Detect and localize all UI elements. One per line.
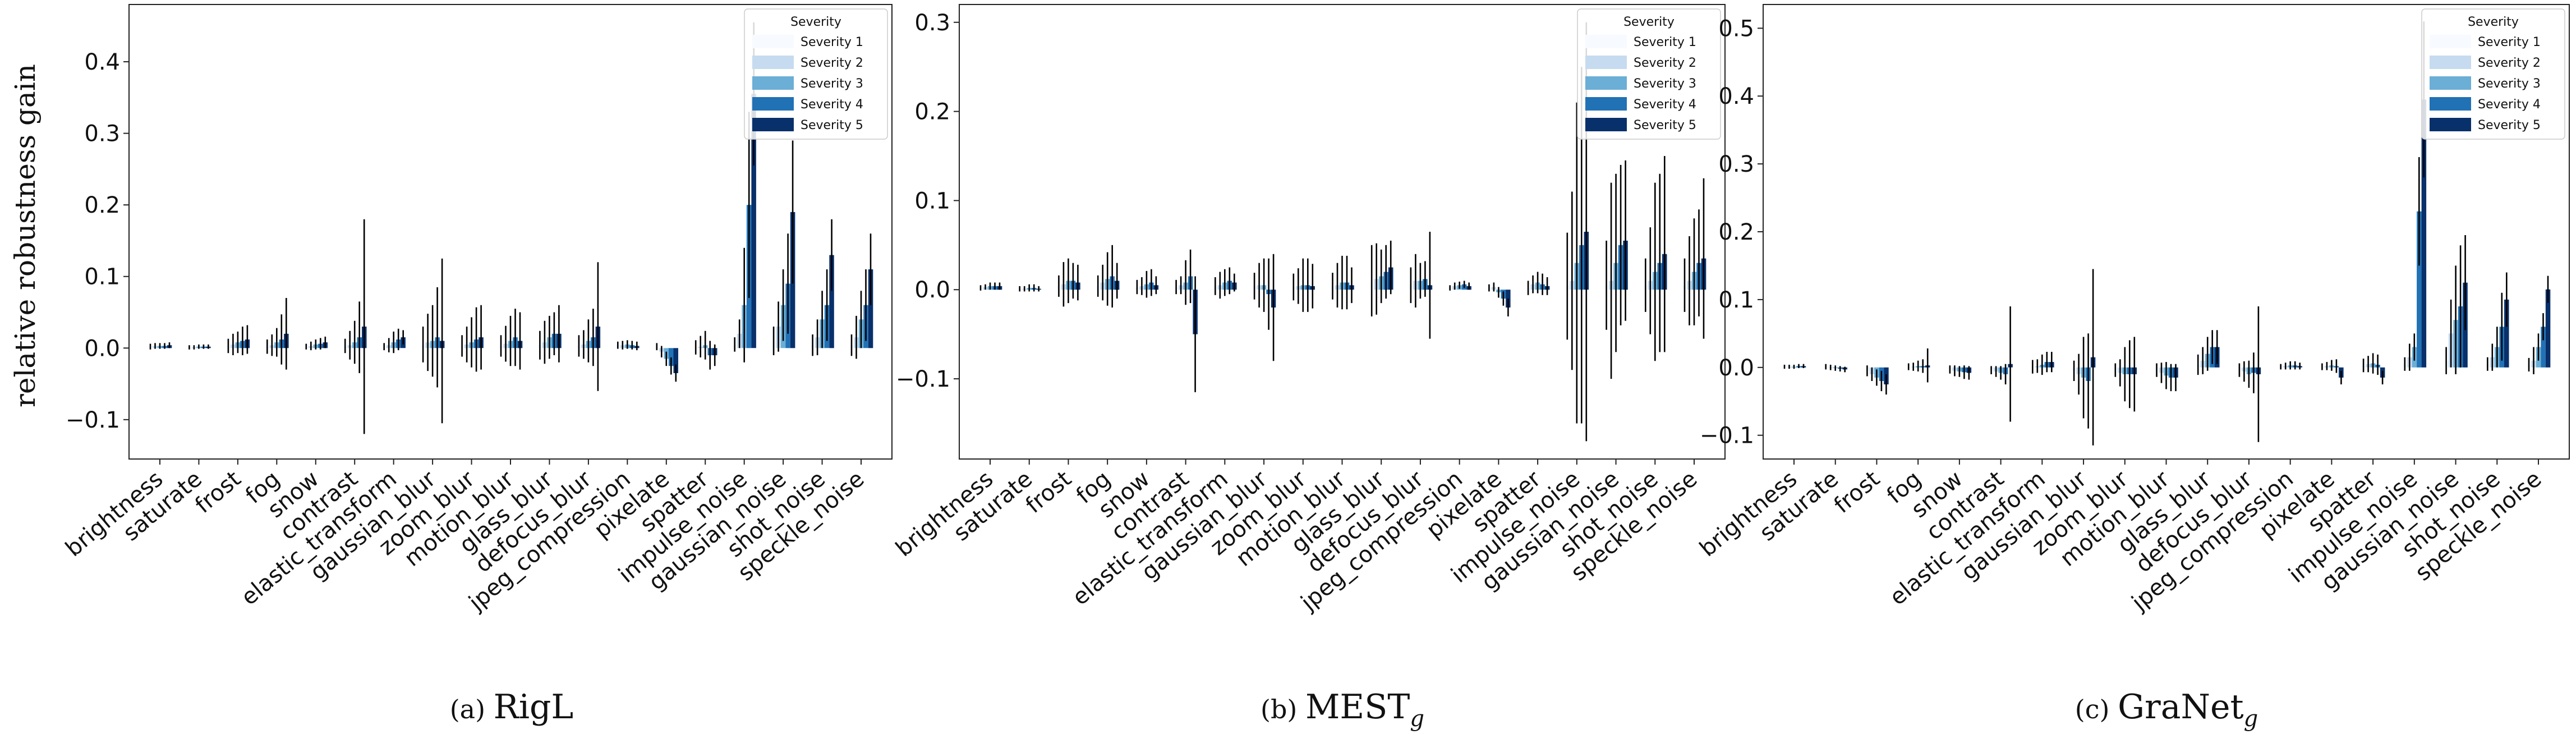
y-axis-label: relative robustness gain — [9, 64, 42, 407]
legend-swatch-severity-3 — [752, 76, 794, 90]
legend-label-severity-3: Severity 3 — [1634, 77, 1696, 91]
y-tick-label: 0.0 — [84, 336, 120, 361]
y-tick-label: 0.4 — [84, 49, 120, 75]
chart-panel-2: −0.10.00.10.20.3brightnesssaturatefrostf… — [891, 4, 1726, 732]
bar-pixelate-severity-5 — [673, 348, 678, 373]
legend-swatch-severity-4 — [1585, 97, 1627, 111]
bar-shot_noise-severity-5 — [2504, 299, 2509, 368]
bar-shot_noise-severity-5 — [829, 255, 834, 348]
y-tick-label: 0.5 — [1718, 16, 1754, 42]
legend-title: Severity — [790, 15, 841, 29]
y-tick-label: 0.3 — [1718, 152, 1754, 177]
caption-title: MEST — [1305, 687, 1410, 727]
legend: Severity Severity 1 Severity 2 Severity 3 Se… — [1577, 8, 1721, 140]
caption-prefix: (b) — [1261, 694, 1305, 724]
y-tick-label: −0.1 — [896, 366, 950, 392]
bar-speckle_noise-severity-4 — [2541, 327, 2546, 368]
legend-label-severity-1: Severity 1 — [2478, 35, 2541, 49]
panel-caption: (a) RigL — [450, 687, 574, 727]
y-tick-label: 0.3 — [914, 10, 950, 36]
caption-subscript: g — [2244, 706, 2258, 732]
bar-speckle_noise-severity-5 — [2545, 289, 2551, 368]
y-tick-label: −0.1 — [66, 407, 120, 433]
legend-swatch-severity-3 — [1585, 76, 1627, 90]
chart-panel-3: −0.10.00.10.20.30.40.5brightnesssaturate… — [1695, 4, 2570, 732]
legend-swatch-severity-2 — [1585, 56, 1627, 69]
legend-swatch-severity-5 — [752, 118, 794, 131]
legend-label-severity-3: Severity 3 — [2478, 77, 2541, 91]
legend-label-severity-5: Severity 5 — [2478, 118, 2541, 132]
bar-pixelate-severity-4 — [669, 348, 674, 366]
legend-swatch-severity-5 — [1585, 118, 1627, 131]
x-tick-label: frost — [190, 466, 246, 518]
caption-title: RigL — [494, 687, 574, 727]
legend-label-severity-2: Severity 2 — [1634, 56, 1696, 70]
y-tick-label: 0.1 — [84, 264, 120, 290]
legend-label-severity-5: Severity 5 — [801, 118, 863, 132]
bar-impulse_noise-severity-5 — [2421, 99, 2427, 368]
legend-swatch-severity-4 — [752, 97, 794, 111]
bar-speckle_noise-severity-5 — [868, 269, 873, 348]
y-tick-label: 0.0 — [1718, 355, 1754, 381]
legend-label-severity-4: Severity 4 — [801, 98, 863, 112]
y-tick-label: 0.3 — [84, 121, 120, 147]
legend-label-severity-4: Severity 4 — [1634, 98, 1696, 112]
y-tick-label: 0.1 — [914, 188, 950, 214]
y-tick-label: −0.1 — [1700, 423, 1754, 449]
legend-swatch-severity-2 — [752, 56, 794, 69]
legend-swatch-severity-1 — [2430, 35, 2471, 48]
legend-label-severity-1: Severity 1 — [801, 35, 863, 49]
bar-impulse_noise-severity-4 — [2417, 211, 2422, 368]
y-tick-label: 0.1 — [1718, 287, 1754, 313]
caption-prefix: (a) — [450, 694, 494, 724]
legend-label-severity-5: Severity 5 — [1634, 118, 1696, 132]
caption-prefix: (c) — [2075, 694, 2118, 724]
legend-swatch-severity-1 — [752, 35, 794, 48]
legend-swatch-severity-3 — [2430, 76, 2471, 90]
caption-title: GraNet — [2118, 687, 2244, 727]
caption-subscript: g — [1410, 706, 1424, 732]
y-tick-label: 0.0 — [914, 277, 950, 303]
panel-caption: (c) GraNetg — [2075, 687, 2258, 732]
y-tick-label: 0.2 — [84, 192, 120, 218]
x-tick-label: frost — [1829, 466, 1885, 518]
legend-swatch-severity-2 — [2430, 56, 2471, 69]
legend-title: Severity — [1623, 15, 1675, 29]
x-tick-label: frost — [1021, 466, 1077, 518]
legend: Severity Severity 1 Severity 2 Severity 3 Se… — [2421, 8, 2565, 140]
legend-swatch-severity-5 — [2430, 118, 2471, 131]
y-tick-label: 0.4 — [1718, 84, 1754, 109]
legend-title: Severity — [2468, 15, 2519, 29]
legend-label-severity-3: Severity 3 — [801, 77, 863, 91]
bar-impulse_noise-severity-5 — [751, 94, 756, 348]
legend-swatch-severity-1 — [1585, 35, 1627, 48]
y-tick-label: 0.2 — [1718, 219, 1754, 245]
y-tick-label: 0.2 — [914, 99, 950, 125]
legend-label-severity-2: Severity 2 — [801, 56, 863, 70]
chart-panel-1: −0.10.00.10.20.30.4brightnesssaturatefro… — [61, 4, 893, 727]
legend-label-severity-4: Severity 4 — [2478, 98, 2541, 112]
legend-label-severity-2: Severity 2 — [2478, 56, 2541, 70]
panel-caption: (b) MESTg — [1261, 687, 1424, 732]
legend-swatch-severity-4 — [2430, 97, 2471, 111]
legend-label-severity-1: Severity 1 — [1634, 35, 1696, 49]
legend: Severity Severity 1 Severity 2 Severity 3 Se… — [744, 8, 888, 140]
